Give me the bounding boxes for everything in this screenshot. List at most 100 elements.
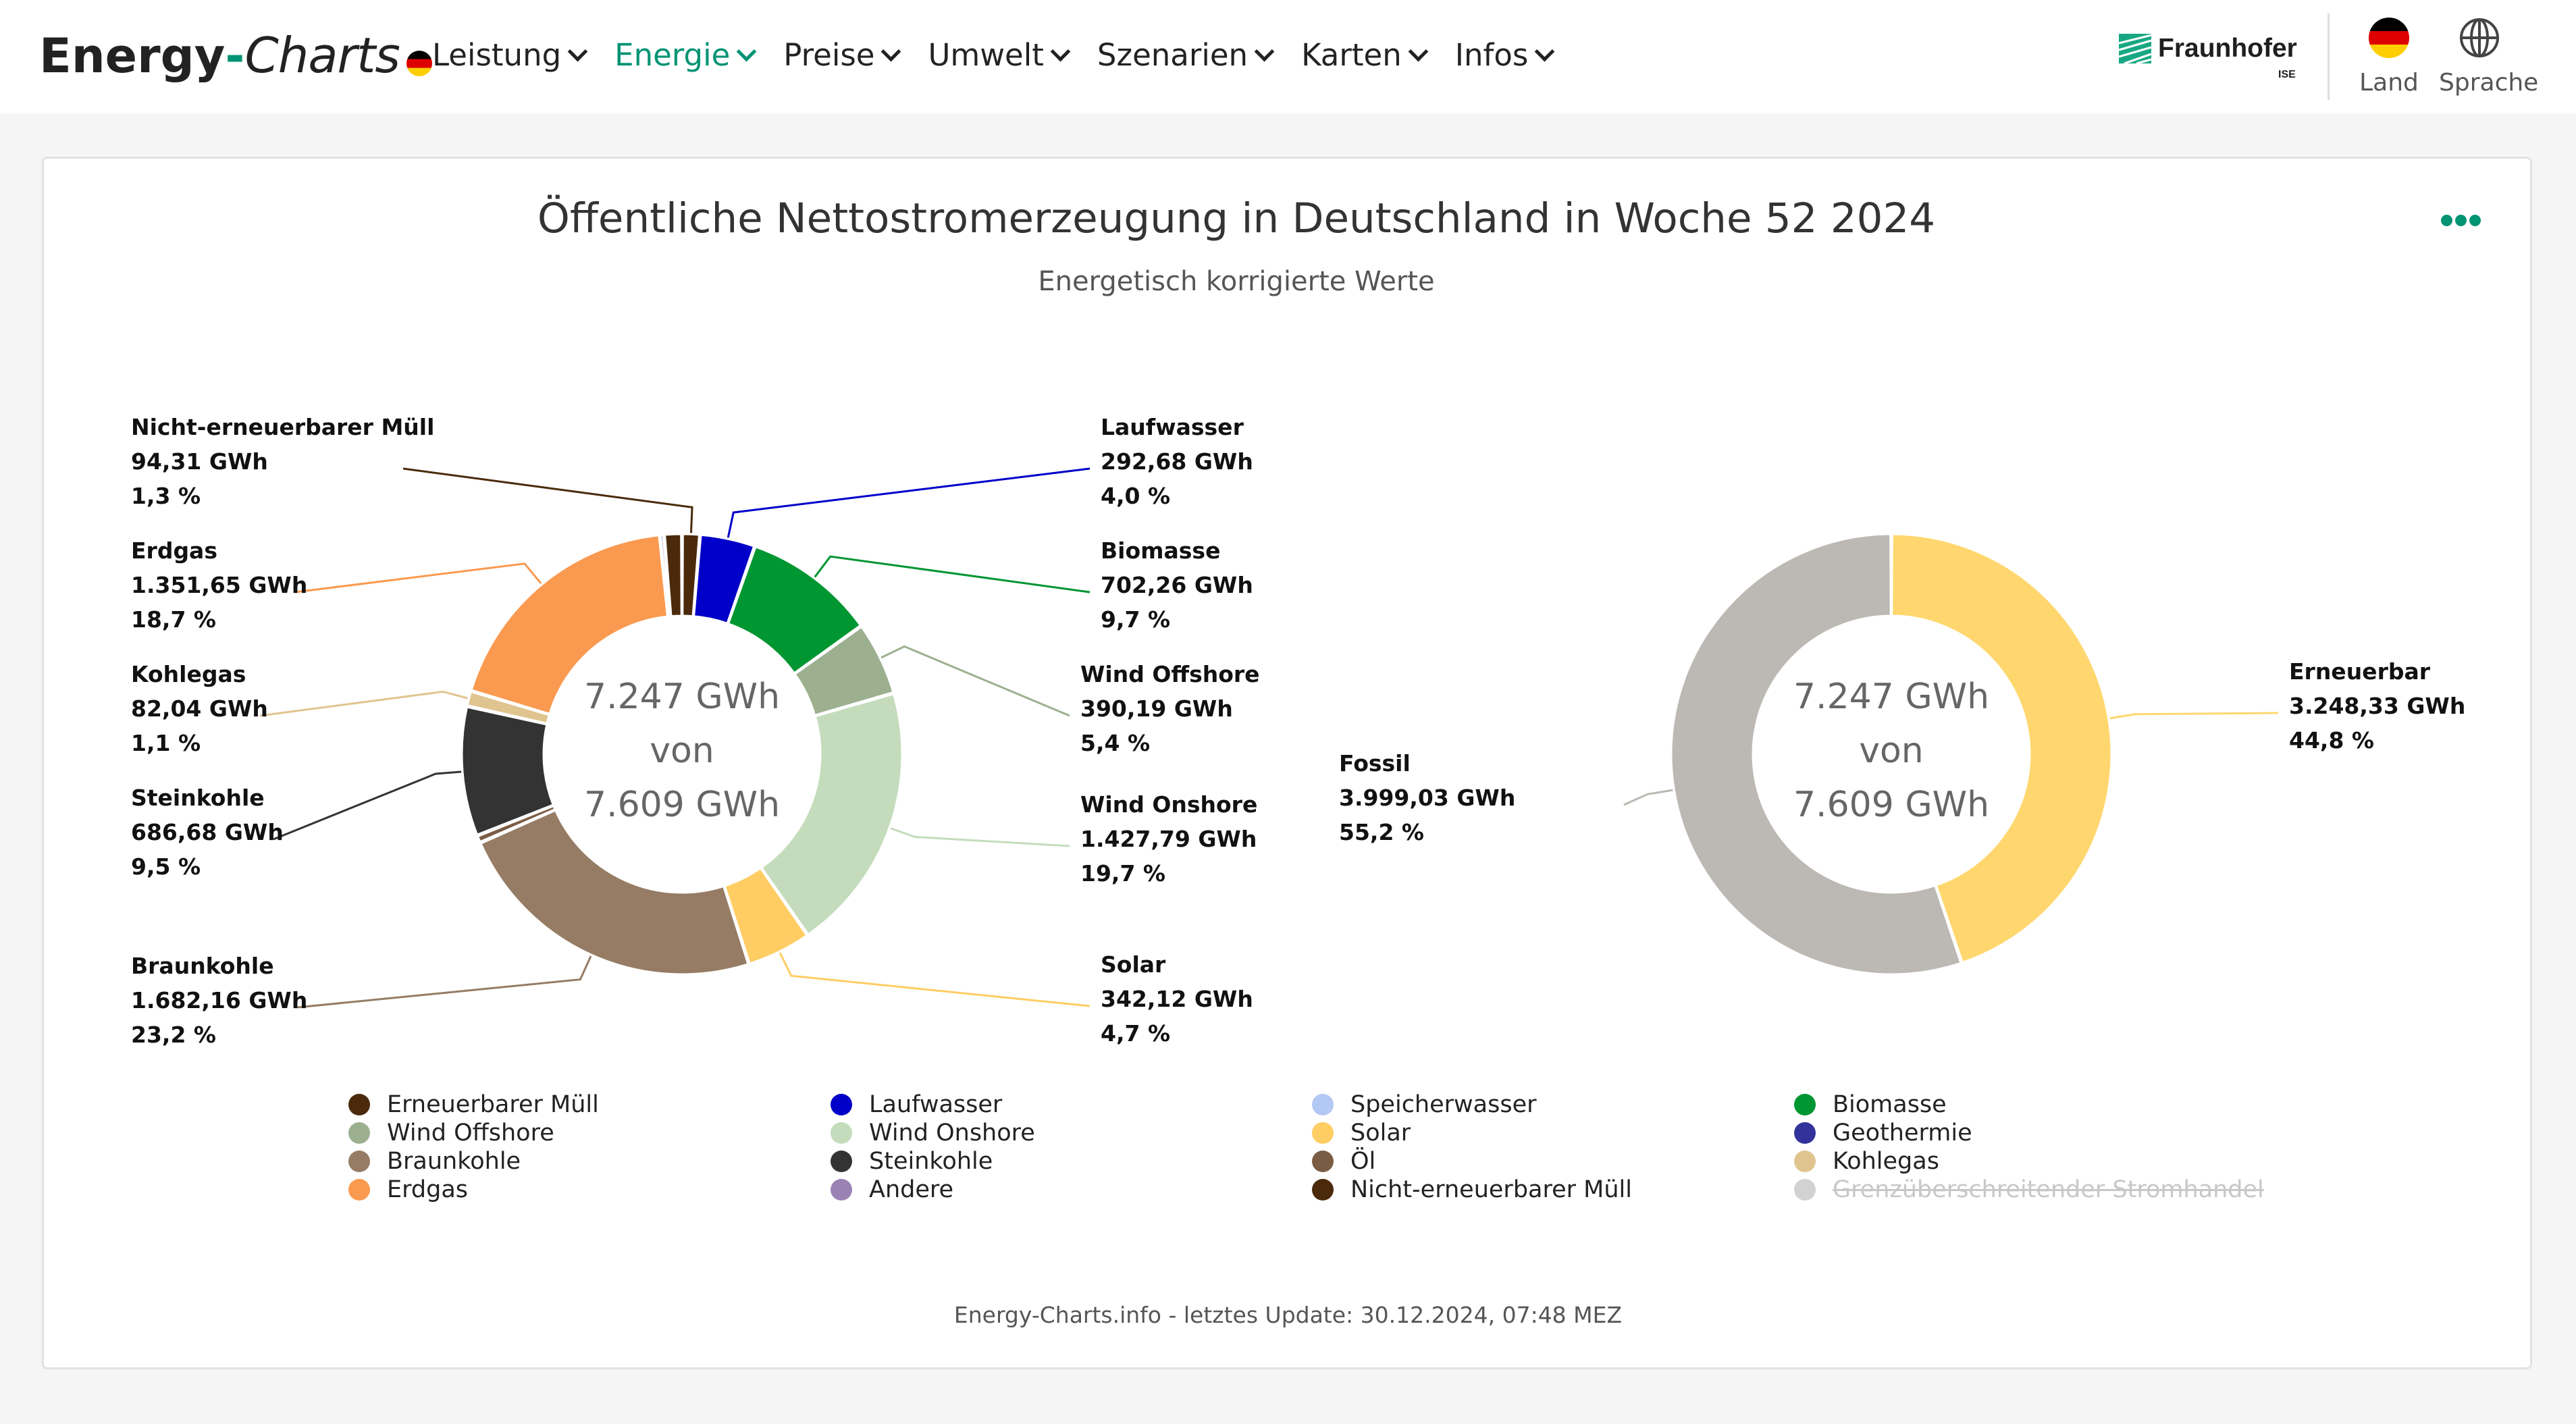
fraunhofer-name: Fraunhofer <box>2158 34 2297 63</box>
donut-slice[interactable] <box>1670 533 1962 976</box>
donut-slice[interactable] <box>659 533 672 618</box>
legend-item[interactable]: Erdgas <box>348 1176 468 1203</box>
legend-marker <box>348 1151 370 1172</box>
legend-label: Laufwasser <box>869 1091 1003 1118</box>
nav-item-leistung[interactable]: Leistung <box>432 37 588 73</box>
slice-label-name: Wind Onshore <box>1080 791 1257 818</box>
legend-label: Kohlegas <box>1833 1148 1939 1175</box>
slice-label-percent: 19,7 % <box>1080 860 1165 887</box>
donut-slice[interactable] <box>760 692 903 937</box>
legend-item[interactable]: Andere <box>831 1176 953 1203</box>
donut-slice[interactable] <box>723 866 809 966</box>
donut-center-text: von <box>650 731 714 771</box>
logo-dash-text: - <box>225 28 245 84</box>
nav-item-umwelt[interactable]: Umwelt <box>928 36 1071 73</box>
slice-label-percent: 1,3 % <box>131 483 201 509</box>
donut-slice[interactable] <box>664 533 683 618</box>
legend-item[interactable]: Laufwasser <box>831 1091 1002 1118</box>
energy-charts-logo[interactable]: Energy - Charts <box>39 27 432 88</box>
donut-slice[interactable] <box>466 690 551 725</box>
globe-icon <box>2460 18 2499 57</box>
label-connector-line <box>294 562 542 594</box>
germany-flag-icon <box>2369 18 2409 58</box>
slice-label-percent: 18,7 % <box>131 606 216 633</box>
legend-marker <box>348 1094 370 1115</box>
legend-item[interactable]: Nicht-erneuerbarer Müll <box>1312 1176 1632 1203</box>
donut-center-text: 7.247 GWh <box>1793 677 1989 717</box>
more-dot-icon <box>2469 215 2481 226</box>
label-connector-line <box>273 770 462 841</box>
legend-item[interactable]: Kohlegas <box>1794 1148 1939 1175</box>
slice-label-percent: 9,7 % <box>1101 606 1170 633</box>
legend-item[interactable]: Solar <box>1312 1119 1411 1146</box>
donut-center-text: 7.609 GWh <box>1793 785 1989 825</box>
legend-item[interactable]: Wind Offshore <box>348 1119 554 1146</box>
donut-slice[interactable] <box>681 533 701 618</box>
slice-label-percent: 44,8 % <box>2289 727 2374 754</box>
label-connector-line <box>296 955 592 1009</box>
slice-label-value: 342,12 GWh <box>1101 986 1253 1012</box>
nav-item-szenarien[interactable]: Szenarien <box>1097 37 1275 73</box>
donut-center-text: 7.247 GWh <box>584 677 780 717</box>
donut-center-text: 7.609 GWh <box>584 785 780 825</box>
legend-item[interactable]: Braunkohle <box>348 1148 521 1175</box>
donut-slice[interactable] <box>479 809 750 976</box>
label-connector-line <box>259 690 469 717</box>
donut-slice[interactable] <box>793 625 895 717</box>
legend-label: Steinkohle <box>869 1148 993 1175</box>
slice-label-name: Fossil <box>1339 750 1411 776</box>
top-navigation-bar: Energy - Charts Leistung Energie Preise Umw… <box>0 0 2576 113</box>
legend-item[interactable]: Steinkohle <box>831 1148 993 1175</box>
more-dot-icon <box>2441 215 2452 226</box>
slice-label-percent: 9,5 % <box>131 853 201 880</box>
nav-item-label: Infos <box>1454 36 1529 73</box>
donut-slice[interactable] <box>476 804 556 843</box>
slice-label-value: 3.999,03 GWh <box>1339 785 1515 811</box>
nav-item-preise[interactable]: Preise <box>783 37 901 73</box>
chart-options-menu-button[interactable] <box>2441 215 2488 235</box>
legend-marker <box>1312 1094 1334 1115</box>
legend-item[interactable]: Biomasse <box>1794 1091 1947 1118</box>
legend-item[interactable]: Speicherwasser <box>1312 1091 1537 1118</box>
slice-label-name: Braunkohle <box>131 953 274 979</box>
slice-label-name: Biomasse <box>1101 537 1220 564</box>
fraunhofer-ise-logo[interactable]: Fraunhofer ISE <box>2119 30 2308 90</box>
donut-slice[interactable] <box>461 706 555 837</box>
nav-item-infos[interactable]: Infos <box>1454 36 1555 73</box>
legend-marker <box>1794 1122 1816 1144</box>
slice-label-value: 702,26 GWh <box>1101 572 1253 598</box>
logo-charts-text: Charts <box>244 27 400 84</box>
label-connector-line <box>880 645 1070 717</box>
chart-subtitle: Energetisch korrigierte Werte <box>1038 266 1435 297</box>
slice-label-name: Laufwasser <box>1101 414 1244 440</box>
legend-marker <box>831 1094 852 1115</box>
legend-item[interactable]: Wind Onshore <box>831 1119 1035 1146</box>
donut-slice[interactable] <box>693 533 756 625</box>
legend-item[interactable]: Erneuerbarer Müll <box>348 1091 599 1118</box>
nav-item-label: Energie <box>614 36 731 73</box>
legend-label: Braunkohle <box>387 1148 521 1175</box>
label-connector-line <box>727 467 1090 538</box>
nav-item-energie[interactable]: Energie <box>614 36 757 73</box>
donut-slice[interactable] <box>727 545 862 675</box>
fraunhofer-mark-icon <box>2119 34 2151 63</box>
germany-flag-icon <box>406 51 432 76</box>
legend-label: Biomasse <box>1833 1091 1947 1118</box>
nav-item-label: Umwelt <box>928 36 1044 73</box>
donut-slice[interactable] <box>1891 533 2113 964</box>
slice-label-percent: 1,1 % <box>131 730 201 756</box>
nav-item-karten[interactable]: Karten <box>1301 37 1429 73</box>
legend-label: Speicherwasser <box>1350 1091 1537 1118</box>
legend-item[interactable]: Öl <box>1312 1148 1375 1175</box>
legend-label: Wind Onshore <box>869 1119 1035 1146</box>
country-selector-button[interactable]: Land <box>2348 14 2429 101</box>
legend-item[interactable]: Geothermie <box>1794 1119 1972 1146</box>
label-connector-line <box>2109 712 2279 720</box>
donut-slice[interactable] <box>470 534 669 716</box>
fraunhofer-ise-text: ISE <box>2278 69 2296 80</box>
legend-label: Nicht-erneuerbarer Müll <box>1350 1176 1632 1203</box>
legend-item[interactable]: Grenzüberschreitender Stromhandel <box>1794 1176 2264 1203</box>
slice-label-name: Erdgas <box>131 537 217 564</box>
label-connector-line <box>402 467 693 533</box>
